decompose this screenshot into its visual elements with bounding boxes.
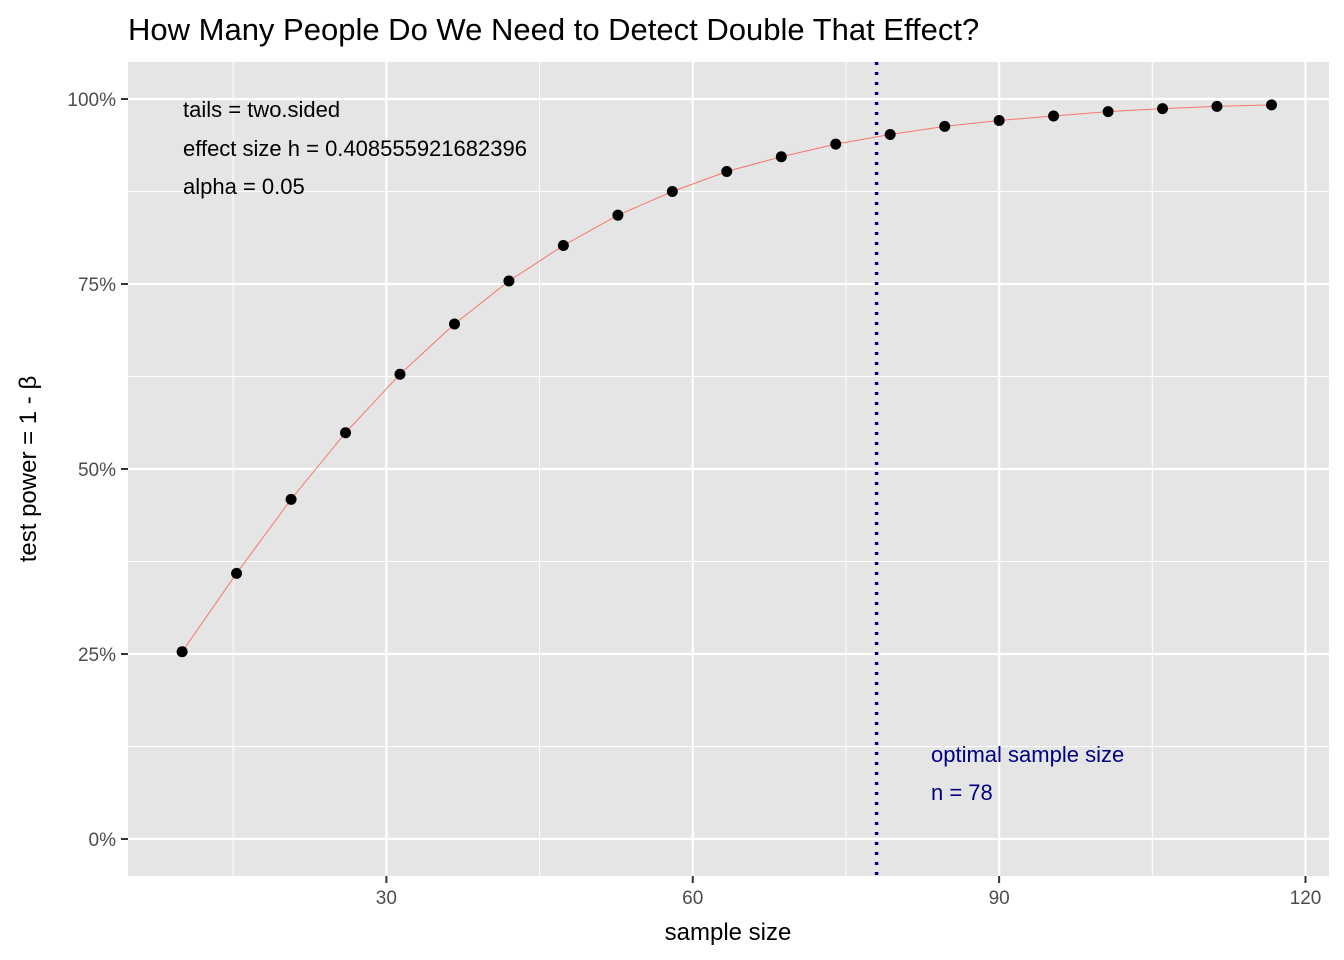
data-point [721, 166, 733, 178]
data-point [993, 114, 1005, 126]
annotation-effect-size: effect size h = 0.408555921682396 [183, 136, 527, 161]
annotation-optimal-label: optimal sample size [931, 742, 1124, 767]
data-point [1048, 110, 1060, 122]
data-point [394, 368, 406, 380]
tick-labels: 30 60 90 120 0% 25% 50% 75% 100% [67, 90, 1321, 909]
data-point [612, 209, 624, 221]
data-point [884, 129, 896, 141]
data-marks [176, 62, 1278, 876]
data-point [231, 567, 243, 579]
grid-major [128, 62, 1329, 876]
annotation-alpha: alpha = 0.05 [183, 174, 305, 199]
data-point [176, 646, 188, 658]
x-axis-title: sample size [665, 919, 792, 946]
x-tick-label: 120 [1290, 888, 1322, 909]
data-point [557, 240, 569, 252]
y-axis-title: test power = 1 - β [15, 376, 42, 563]
data-point [340, 427, 352, 439]
x-tick-label: 60 [682, 888, 703, 909]
annotation-optimal-n: n = 78 [931, 780, 993, 805]
data-point [939, 120, 951, 132]
x-tick-label: 30 [376, 888, 397, 909]
data-point [448, 318, 460, 330]
data-point [666, 186, 678, 197]
annotation-tails: tails = two.sided [183, 97, 340, 122]
data-point [1157, 103, 1169, 115]
y-tick-label: 100% [67, 90, 116, 111]
data-point [285, 493, 297, 505]
data-point [503, 275, 515, 287]
data-point [1102, 106, 1114, 118]
data-point [830, 138, 842, 150]
chart-title: How Many People Do We Need to Detect Dou… [128, 12, 979, 47]
y-tick-label: 50% [78, 460, 116, 481]
axis-ticks [121, 98, 1307, 883]
y-tick-label: 25% [78, 645, 116, 666]
x-tick-label: 90 [989, 888, 1010, 909]
data-point [775, 151, 787, 163]
y-tick-label: 75% [78, 275, 116, 296]
data-point [1211, 100, 1223, 112]
y-tick-label: 0% [89, 830, 117, 851]
data-point [1266, 99, 1278, 111]
